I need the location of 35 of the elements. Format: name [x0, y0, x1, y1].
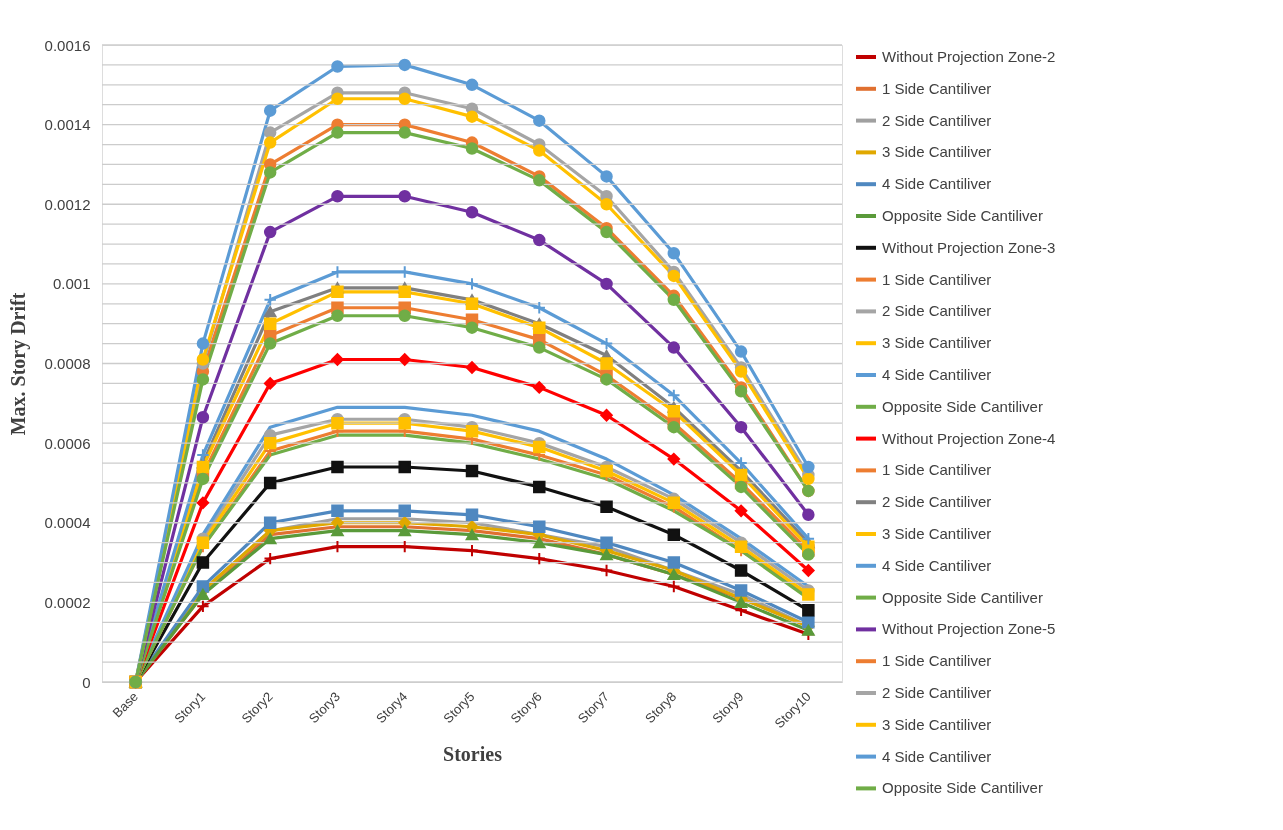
legend-label: 4 Side Cantiliver: [882, 175, 992, 193]
y-tick-label: 0.001: [52, 275, 91, 293]
legend-label: Opposite Side Cantiliver: [882, 779, 1043, 797]
legend-label: Without Projection Zone-2: [882, 48, 1056, 65]
y-tick-label: 0.0006: [44, 434, 91, 452]
y-tick-label: 0.0012: [44, 195, 91, 213]
legend-label: 1 Side Cantiliver: [882, 79, 992, 97]
legend-label: 1 Side Cantiliver: [882, 461, 992, 479]
legend-label: 3 Side Cantiliver: [882, 143, 992, 161]
legend-label: Opposite Side Cantiliver: [882, 588, 1043, 606]
legend-label: 1 Side Cantiliver: [882, 270, 992, 288]
legend-label: 3 Side Cantiliver: [882, 334, 992, 352]
y-axis-title: Max. Story Drift: [6, 292, 30, 436]
legend-label: 4 Side Cantiliver: [882, 747, 992, 765]
y-tick-label: 0: [82, 673, 91, 691]
legend-label: Without Projection Zone-4: [882, 429, 1056, 447]
legend-label: 1 Side Cantiliver: [882, 652, 992, 670]
legend-label: Without Projection Zone-5: [882, 620, 1056, 638]
legend-label: Opposite Side Cantiliver: [882, 207, 1043, 224]
y-tick-label: 0.0008: [44, 355, 91, 372]
legend-label: 2 Side Cantiliver: [882, 111, 992, 129]
y-tick-label: 0.0002: [44, 593, 91, 611]
legend-label: 2 Side Cantiliver: [882, 493, 992, 511]
legend-label: Without Projection Zone-3: [882, 238, 1056, 256]
legend-label: 3 Side Cantiliver: [882, 715, 992, 733]
legend-label: 4 Side Cantiliver: [882, 556, 992, 574]
legend-label: 4 Side Cantiliver: [882, 366, 992, 383]
legend-label: Opposite Side Cantiliver: [882, 397, 1043, 415]
legend-label: 2 Side Cantiliver: [882, 302, 992, 320]
x-axis-title: Stories: [443, 743, 503, 766]
y-tick-label: 0.0016: [44, 36, 91, 54]
y-tick-label: 0.0004: [44, 514, 91, 532]
legend-label: 3 Side Cantiliver: [882, 525, 992, 542]
legend-label: 2 Side Cantiliver: [882, 684, 992, 701]
y-tick-label: 0.0014: [44, 116, 91, 134]
